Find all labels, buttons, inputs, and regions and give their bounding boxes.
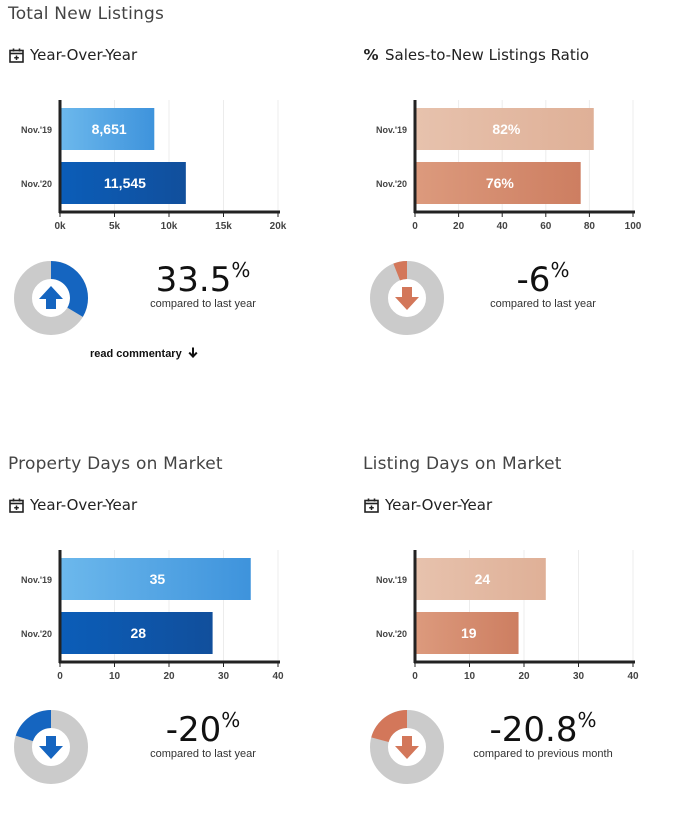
category-label: Nov.'19 xyxy=(21,575,52,585)
compare-text: compared to previous month xyxy=(473,748,613,760)
category-label: Nov.'19 xyxy=(376,575,407,585)
donut-arc xyxy=(393,261,407,281)
x-tick-label: 20 xyxy=(453,221,465,232)
x-tick-label: 0 xyxy=(57,671,63,682)
bar-chart: 35 Nov.'19 28 Nov.'20 0 10 20 30 40 xyxy=(21,550,284,682)
bar xyxy=(416,558,546,600)
x-tick-label: 40 xyxy=(497,221,509,232)
bar-value-label: 35 xyxy=(150,571,166,587)
x-tick-label: 15k xyxy=(215,221,232,232)
panel-total-new-listings: Total New Listings Year-Over-Year 8,651 N… xyxy=(8,4,338,384)
category-label: Nov.'20 xyxy=(21,179,52,189)
bar-value-label: 19 xyxy=(461,625,477,641)
arrow-down-icon xyxy=(188,347,198,361)
x-tick-label: 10 xyxy=(464,671,476,682)
arrow-down-icon xyxy=(39,736,63,759)
section-title: Property Days on Market xyxy=(8,454,223,474)
arrow-down-icon xyxy=(395,736,419,759)
x-tick-label: 40 xyxy=(627,671,639,682)
percent-icon: % xyxy=(363,46,379,64)
donut-gauge xyxy=(370,261,444,335)
panel-listing-days-on-market: Listing Days on Market Year-Over-Year 24… xyxy=(363,454,683,834)
section-title: Total New Listings xyxy=(8,4,165,24)
bar-value-label: 28 xyxy=(131,625,147,641)
subtitle-label: Year-Over-Year xyxy=(385,496,493,514)
bar xyxy=(416,162,581,204)
x-tick-label: 30 xyxy=(573,671,585,682)
change-number: -6 xyxy=(516,260,551,300)
subtitle-label: Sales-to-New Listings Ratio xyxy=(385,46,590,64)
subtitle-label: Year-Over-Year xyxy=(30,496,138,514)
x-tick-label: 5k xyxy=(109,221,121,232)
bar-chart: 8,651 Nov.'19 11,545 Nov.'20 0k 5k 10k 15k 20k xyxy=(21,100,287,232)
bar xyxy=(61,162,186,204)
subtitle: Year-Over-Year xyxy=(8,496,137,514)
x-tick-label: 20 xyxy=(518,671,530,682)
read-commentary-link[interactable]: read commentary xyxy=(90,347,198,361)
section-title: Listing Days on Market xyxy=(363,454,562,474)
percent-sign: % xyxy=(231,258,251,282)
change-number: -20 xyxy=(165,710,222,750)
change-value: -20.8% xyxy=(468,708,618,750)
bar-value-label: 8,651 xyxy=(92,121,127,137)
x-tick-label: 0k xyxy=(54,221,66,232)
x-tick-label: 10k xyxy=(161,221,178,232)
calendar-icon xyxy=(363,497,379,513)
change-number: 33.5 xyxy=(155,260,232,300)
donut-gauge xyxy=(14,261,89,335)
category-label: Nov.'20 xyxy=(376,179,407,189)
x-tick-label: 0 xyxy=(412,671,418,682)
category-label: Nov.'20 xyxy=(376,629,407,639)
subtitle-label: Year-Over-Year xyxy=(30,46,138,64)
x-tick-label: 20k xyxy=(270,221,287,232)
donut-gauge xyxy=(14,710,88,784)
category-label: Nov.'19 xyxy=(376,125,407,135)
bar-value-label: 24 xyxy=(475,571,491,587)
donut-gauge xyxy=(370,710,444,784)
calendar-icon xyxy=(8,47,24,63)
compare-text: compared to last year xyxy=(490,298,596,310)
bar-chart: 24 Nov.'19 19 Nov.'20 0 10 20 30 40 xyxy=(376,550,639,682)
compare-text: compared to last year xyxy=(150,748,256,760)
bar-value-label: 76% xyxy=(486,175,515,191)
bar-value-label: 82% xyxy=(492,121,521,137)
x-tick-label: 20 xyxy=(163,671,175,682)
panel-sales-to-new-listings: % Sales-to-New Listings Ratio 82% Nov.'19… xyxy=(363,4,683,384)
bar xyxy=(61,108,155,150)
arrow-down-icon xyxy=(395,287,419,310)
bar xyxy=(61,612,213,654)
bar xyxy=(61,558,251,600)
bar xyxy=(416,108,594,150)
percent-sign: % xyxy=(577,708,597,732)
x-tick-label: 60 xyxy=(540,221,552,232)
category-label: Nov.'19 xyxy=(21,125,52,135)
x-tick-label: 30 xyxy=(218,671,230,682)
subtitle: % Sales-to-New Listings Ratio xyxy=(363,46,589,64)
donut-arc xyxy=(15,710,51,742)
x-tick-label: 0 xyxy=(412,221,418,232)
x-tick-label: 40 xyxy=(272,671,284,682)
percent-sign: % xyxy=(221,708,241,732)
panel-property-days-on-market: Property Days on Market Year-Over-Year 3… xyxy=(8,454,338,834)
x-tick-label: 10 xyxy=(109,671,121,682)
donut-arc xyxy=(51,261,89,317)
subtitle: Year-Over-Year xyxy=(363,496,492,514)
subtitle: Year-Over-Year xyxy=(8,46,137,64)
change-value: -20% xyxy=(128,708,278,750)
donut-arc xyxy=(371,710,407,743)
bar xyxy=(416,612,519,654)
compare-text: compared to last year xyxy=(150,298,256,310)
change-number: -20.8 xyxy=(489,710,578,750)
change-value: -6% xyxy=(468,258,618,300)
percent-sign: % xyxy=(550,258,570,282)
bar-chart: 82% Nov.'19 76% Nov.'20 0 20 40 60 80 100 xyxy=(376,100,642,232)
read-commentary-label: read commentary xyxy=(90,348,182,360)
x-tick-label: 80 xyxy=(584,221,596,232)
bar-value-label: 11,545 xyxy=(104,175,146,191)
x-tick-label: 100 xyxy=(625,221,642,232)
calendar-icon xyxy=(8,497,24,513)
category-label: Nov.'20 xyxy=(21,629,52,639)
change-value: 33.5% xyxy=(128,258,278,300)
arrow-up-icon xyxy=(39,286,63,309)
